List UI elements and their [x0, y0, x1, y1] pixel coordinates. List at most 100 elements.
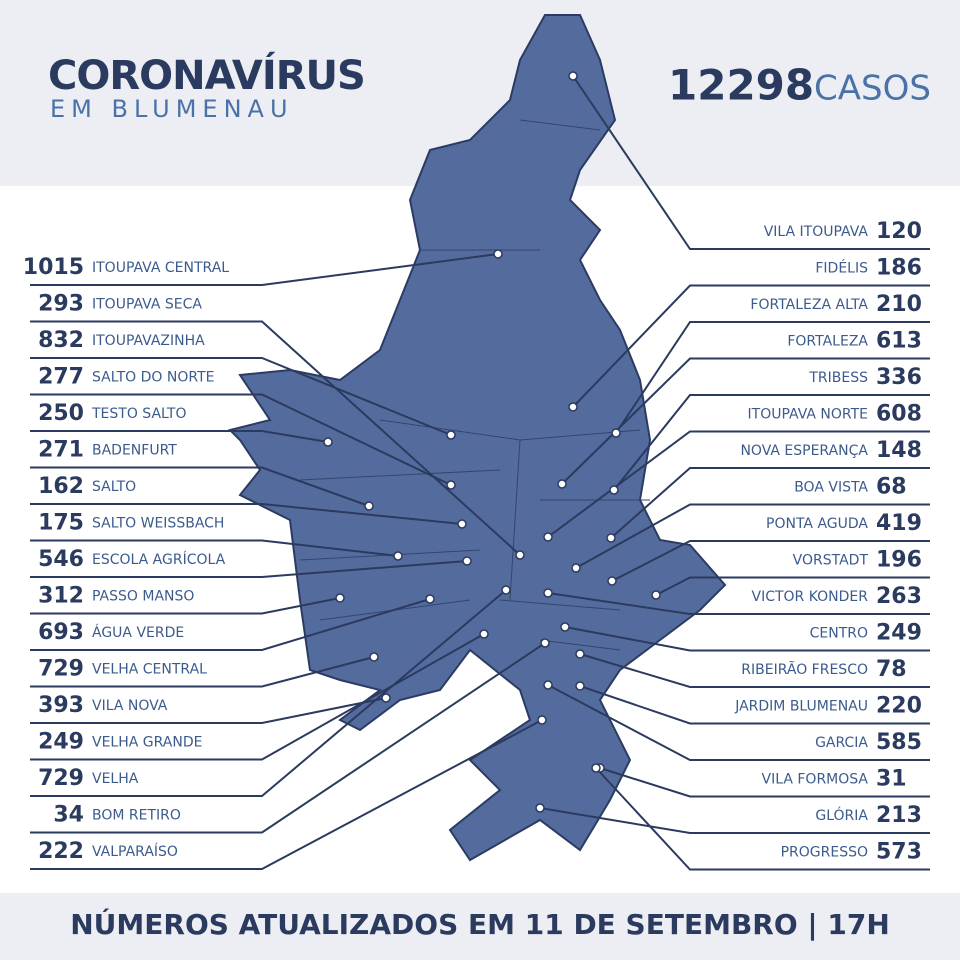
location-dot: [535, 803, 545, 813]
case-count: 249: [876, 621, 922, 646]
leader-line: [613, 394, 930, 491]
leader-line: [610, 467, 930, 539]
leader-line: [579, 653, 930, 688]
leader-line: [547, 430, 930, 538]
case-count: 213: [876, 803, 922, 828]
case-count: 34: [53, 803, 84, 828]
leader-line: [30, 466, 370, 507]
location-dot: [540, 638, 550, 648]
neighborhood: SALTO DO NORTE: [92, 370, 214, 386]
location-dot: [543, 680, 553, 690]
case-count: 693: [38, 620, 84, 645]
location-dot: [607, 576, 617, 586]
case-count: 186: [876, 256, 922, 281]
location-dot: [568, 402, 578, 412]
leader-line: [547, 684, 930, 761]
location-dot: [425, 594, 435, 604]
case-count: 249: [38, 730, 84, 755]
leader-line: [547, 592, 930, 615]
case-count: 729: [38, 766, 84, 791]
leader-line: [30, 598, 431, 651]
leader-line: [30, 430, 329, 443]
location-dot: [457, 519, 467, 529]
case-count: 68: [876, 475, 907, 500]
leader-line: [30, 589, 507, 797]
case-count: 250: [38, 401, 84, 426]
leader-line: [561, 357, 930, 485]
location-dot: [537, 715, 547, 725]
leader-line: [30, 560, 468, 578]
location-dot: [560, 622, 570, 632]
neighborhood: VELHA GRANDE: [92, 735, 202, 751]
location-dot: [591, 763, 601, 773]
location-dot: [557, 479, 567, 489]
location-dot: [651, 590, 661, 600]
location-dot: [446, 480, 456, 490]
neighborhood: TESTO SALTO: [91, 406, 186, 422]
location-dot: [606, 533, 616, 543]
neighborhood: VALPARAÍSO: [92, 843, 178, 860]
neighborhood: VILA NOVA: [92, 698, 168, 714]
case-count: 196: [876, 548, 922, 573]
case-count: 148: [876, 438, 922, 463]
location-dot: [571, 563, 581, 573]
location-dot: [446, 430, 456, 440]
title: CORONAVÍRUS: [48, 51, 365, 99]
neighborhood: BADENFURT: [92, 443, 177, 459]
case-count: 613: [876, 329, 922, 354]
location-dot: [493, 249, 503, 259]
leader-line: [30, 357, 452, 436]
leader-line: [539, 807, 930, 834]
neighborhood: FIDÉLIS: [815, 260, 868, 277]
location-dot: [462, 556, 472, 566]
neighborhood: GARCIA: [815, 735, 868, 751]
leader-line: [579, 685, 930, 725]
case-count: 120: [876, 219, 922, 244]
case-count: 312: [38, 584, 84, 609]
case-count: 162: [38, 474, 84, 499]
location-dot: [323, 437, 333, 447]
case-count: 210: [876, 292, 922, 317]
leader-line: [30, 253, 499, 286]
case-count: 31: [876, 767, 907, 792]
location-dot: [568, 71, 578, 81]
neighborhood: RIBEIRÃO FRESCO: [741, 661, 868, 678]
leader-line: [575, 503, 930, 569]
case-count: 608: [876, 402, 922, 427]
case-count: 175: [38, 511, 84, 536]
location-dot: [543, 532, 553, 542]
neighborhood: ESCOLA AGRÍCOLA: [92, 551, 226, 568]
location-dot: [479, 629, 489, 639]
subtitle: EM BLUMENAU: [50, 95, 294, 123]
neighborhood: FORTALEZA: [787, 334, 868, 350]
case-count: 1015: [23, 255, 84, 280]
location-dot: [335, 593, 345, 603]
neighborhood: ITOUPAVA NORTE: [748, 407, 868, 423]
neighborhood: VILA ITOUPAVA: [764, 224, 869, 240]
location-dot: [501, 585, 511, 595]
location-dot: [543, 588, 553, 598]
neighborhood: SALTO: [92, 479, 136, 495]
location-dot: [369, 652, 379, 662]
neighborhood: FORTALEZA ALTA: [750, 297, 868, 313]
leader-line: [30, 719, 543, 870]
location-dot: [575, 649, 585, 659]
leader-line: [655, 576, 930, 596]
neighborhood: SALTO WEISSBACH: [92, 516, 224, 532]
case-count: 729: [38, 657, 84, 682]
case-count: 546: [38, 547, 84, 572]
leader-line: [595, 767, 930, 871]
leader-line: [572, 284, 930, 408]
neighborhood: VELHA: [92, 771, 139, 787]
case-count: 419: [876, 511, 922, 536]
case-count: 220: [876, 694, 922, 719]
total-label: CASOS: [814, 69, 931, 109]
neighborhood: PONTA AGUDA: [766, 516, 868, 532]
neighborhood: ITOUPAVAZINHA: [92, 333, 205, 349]
case-count: 293: [38, 292, 84, 317]
neighborhood: TRIBESS: [808, 370, 868, 386]
neighborhood: NOVA ESPERANÇA: [740, 443, 868, 459]
leader-line: [30, 393, 452, 486]
case-count: 277: [38, 365, 84, 390]
